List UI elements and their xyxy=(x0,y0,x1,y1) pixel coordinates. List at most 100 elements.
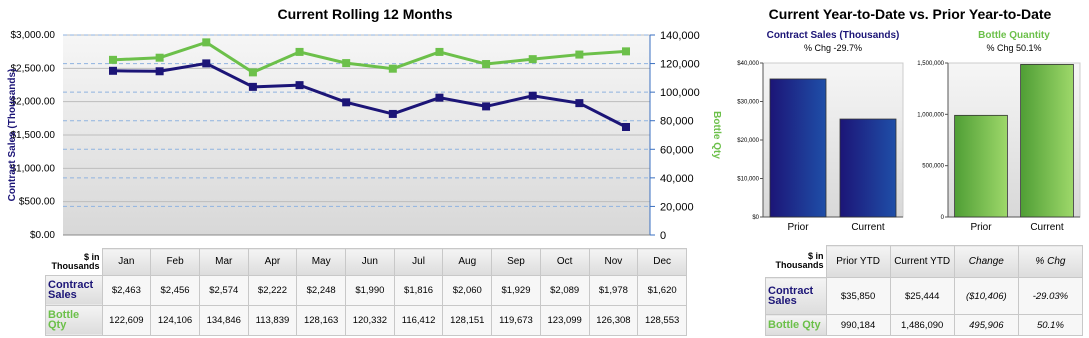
series-marker xyxy=(622,123,630,131)
series-marker xyxy=(528,55,537,64)
table-cell: 128,151 xyxy=(442,304,493,337)
row-label: Contract Sales xyxy=(765,277,827,316)
chart-title: Current Rolling 12 Months xyxy=(278,6,453,22)
series-marker xyxy=(155,67,164,76)
table-cell: 120,332 xyxy=(345,304,395,337)
series-marker xyxy=(482,102,491,111)
series-marker xyxy=(342,98,351,107)
series-marker xyxy=(202,38,211,47)
table-cell: $1,978 xyxy=(588,274,639,306)
series-marker xyxy=(528,91,537,100)
series-marker xyxy=(435,47,444,56)
series-marker xyxy=(248,68,257,77)
table-cell: 126,308 xyxy=(588,304,639,337)
x-tick-label: Prior xyxy=(970,222,992,233)
y2-tick-label: 80,000 xyxy=(660,116,694,128)
y2-tick-label: 60,000 xyxy=(660,144,694,156)
header-cell: Feb xyxy=(150,248,200,276)
y-tick-label: $20,000 xyxy=(737,138,759,144)
table-cell: 495,906 xyxy=(953,314,1019,336)
table-cell: $2,248 xyxy=(296,274,347,306)
y2-axis-label: Bottle Qty xyxy=(711,111,722,159)
table-row: Bottle Qty 990,184 1,486,090 495,906 50.1% xyxy=(765,314,1084,336)
table-cell: 128,553 xyxy=(637,304,687,337)
table-cell: 50.1% xyxy=(1017,314,1084,336)
table-cell: ($10,406) xyxy=(953,277,1019,316)
table-cell: $2,456 xyxy=(150,274,200,306)
header-cell: Nov xyxy=(588,248,639,276)
series-marker xyxy=(295,81,304,90)
table-cell: 990,184 xyxy=(825,314,891,336)
header-cell: Jun xyxy=(345,248,395,276)
table-cell: 122,609 xyxy=(101,304,152,337)
y-tick-label: $1,500.00 xyxy=(11,130,56,141)
series-marker xyxy=(388,64,397,73)
y-tick-label: 500,000 xyxy=(922,164,944,170)
chart-title: Bottle Quantity xyxy=(978,30,1050,41)
series-marker xyxy=(155,53,164,62)
row-label: Contract Sales xyxy=(45,274,103,306)
header-cell: Change xyxy=(953,244,1019,279)
chart-title: Contract Sales (Thousands) xyxy=(767,30,900,41)
y-tick-label: $30,000 xyxy=(737,100,759,106)
header-cell: May xyxy=(296,248,347,276)
rolling-table: $ in Thousands Jan Feb Mar Apr May Jun Jul Aug Se… xyxy=(45,248,687,337)
table-cell: $2,089 xyxy=(539,274,590,306)
series-marker xyxy=(202,59,211,68)
corner-cell: $ in Thousands xyxy=(45,248,103,276)
y-tick-label: 1,500,000 xyxy=(917,61,944,67)
x-tick-label: Prior xyxy=(787,222,809,233)
header-cell: Aug xyxy=(442,248,493,276)
table-cell: 113,839 xyxy=(247,304,298,337)
header-cell: Dec xyxy=(637,248,687,276)
series-marker xyxy=(575,50,584,59)
y2-tick-label: 100,000 xyxy=(660,87,700,99)
table-row: Bottle Qty 122,609 124,106 134,846 113,839 12… xyxy=(45,304,687,337)
header-cell: % Chg xyxy=(1017,244,1084,279)
y2-tick-label: 0 xyxy=(660,230,666,242)
series-line xyxy=(112,40,627,75)
series-marker xyxy=(482,60,491,69)
ytd-table: $ in Thousands Prior YTD Current YTD Change… xyxy=(765,244,1084,336)
row-label: Bottle Qty xyxy=(765,314,827,336)
bar xyxy=(769,78,827,218)
y-tick-label: $10,000 xyxy=(737,177,759,183)
y2-tick-label: 140,000 xyxy=(660,30,700,42)
header-cell: Current YTD xyxy=(889,244,955,279)
series-line xyxy=(112,61,627,129)
series-marker xyxy=(388,109,397,118)
corner-cell: $ in Thousands xyxy=(765,245,827,278)
table-cell: 123,099 xyxy=(539,304,590,337)
table-cell: $2,463 xyxy=(101,274,152,306)
y-tick-label: $0 xyxy=(752,215,759,221)
header-cell: Oct xyxy=(539,248,590,276)
y-tick-label: $40,000 xyxy=(737,61,759,67)
x-tick-label: Current xyxy=(851,222,885,233)
table-cell: 134,846 xyxy=(198,304,249,337)
series-marker xyxy=(575,99,584,108)
table-cell: $1,816 xyxy=(393,274,444,306)
table-cell: 119,673 xyxy=(491,304,541,337)
table-cell: 124,106 xyxy=(150,304,200,337)
y-tick-label: $0.00 xyxy=(30,230,55,241)
table-cell: 1,486,090 xyxy=(889,314,955,336)
header-cell: Jan xyxy=(101,248,152,276)
header-row: $ in Thousands Prior YTD Current YTD Change… xyxy=(765,244,1084,279)
bar xyxy=(954,114,1008,218)
series-marker xyxy=(109,66,117,75)
x-tick-label: Current xyxy=(1030,222,1064,233)
y2-tick-label: 20,000 xyxy=(660,201,694,213)
bar xyxy=(1020,64,1074,218)
y-axis-label: Contract Sales (Thousands) xyxy=(7,69,18,202)
table-cell: $35,850 xyxy=(825,277,891,316)
table-cell: 128,163 xyxy=(296,304,347,337)
table-cell: $1,620 xyxy=(637,274,687,306)
chart-subtitle: % Chg -29.7% xyxy=(804,43,862,53)
header-cell: Apr xyxy=(247,248,298,276)
series-marker xyxy=(295,47,304,56)
y-tick-label: $2,000.00 xyxy=(11,97,56,108)
y2-tick-label: 40,000 xyxy=(660,173,694,185)
y-tick-label: $1,000.00 xyxy=(11,163,56,174)
series-marker xyxy=(109,55,117,64)
